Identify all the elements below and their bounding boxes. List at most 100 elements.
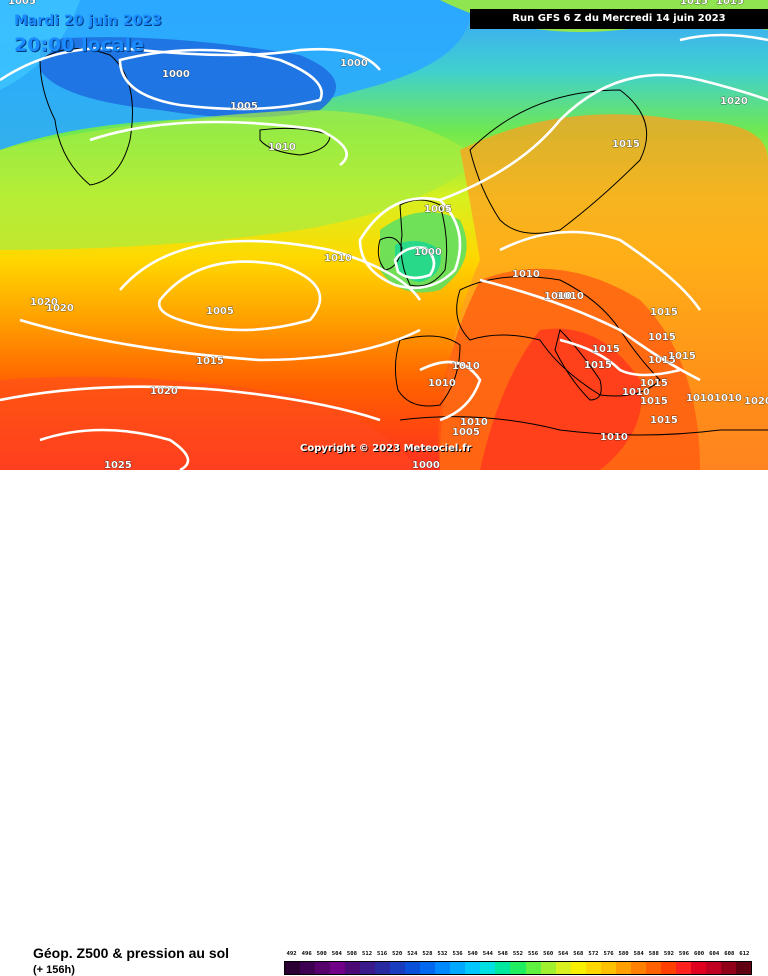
scale-swatch [615,962,631,974]
isobar-label: 1010 [452,361,480,372]
scale-value: 492 [286,951,297,957]
isobar-label: 1010 [428,378,456,389]
scale-value: 608 [724,951,735,957]
isobar-label: 1015 [592,344,620,355]
isobar-label: 1005 [206,306,234,317]
scale-swatch [540,962,556,974]
scale-swatch [465,962,481,974]
forecast-date: Mardi 20 juin 2023 [14,13,162,29]
scale-value: 536 [452,951,463,957]
isobar-label: 1005 [230,101,258,112]
isobar-label: 1010 [600,432,628,443]
isobar-label: 1010 [686,393,714,404]
isobar-1010-iberia [419,360,482,422]
scale-swatch [375,962,391,974]
isobar-1000-uk [393,246,436,280]
isobar-label: 1010 [556,291,584,302]
italy-coast [554,329,602,401]
scale-swatch [630,962,646,974]
isobar-1020-atlantic [0,385,381,422]
iberia-coast [394,335,461,407]
scale-value: 504 [331,951,342,957]
scale-swatch [300,962,316,974]
scale-value: 568 [573,951,584,957]
isobar-label: 1015 [196,356,224,367]
isobar-1010-atlantic [119,239,422,301]
isobar-label: 1015 [612,139,640,150]
scale-swatch [405,962,421,974]
color-scale-bar [284,961,752,975]
scale-swatch [720,962,736,974]
isobar-label: 1000 [162,69,190,80]
scale-value: 500 [316,951,327,957]
isobar-label: 1010 [268,142,296,153]
isobar-label: 1010 [460,417,488,428]
scale-swatch [705,962,721,974]
scale-value: 576 [603,951,614,957]
scale-swatch [555,962,571,974]
scale-swatch [345,962,361,974]
geopotential-map: 1005 1000 1000 1005 1010 1020 1015 1005 … [0,0,768,470]
legend-subtitle: (+ 156h) [33,964,75,976]
isobar-label: 1020 [150,386,178,397]
scale-value: 600 [694,951,705,957]
isobar-label: 1015 [640,378,668,389]
scale-swatch [420,962,436,974]
scale-value: 524 [407,951,418,957]
isobar-1005-uk [358,197,462,290]
scale-swatch [585,962,601,974]
isobar-label: 1005 [424,204,452,215]
legend-title: Géop. Z500 & pression au sol [33,945,230,961]
greenland-coast [39,48,133,186]
isobar-label: 1010 [544,291,572,302]
scale-swatch [450,962,466,974]
scale-value: 496 [301,951,312,957]
coastlines [39,48,768,436]
legend-footer: Géop. Z500 & pression au sol (+ 156h) 49… [0,470,768,976]
scale-value: 512 [361,951,373,957]
scale-swatch [675,962,691,974]
scale-value: 520 [392,951,403,957]
scale-swatch [435,962,451,974]
isobar-label: 1000 [412,460,440,470]
red-mediterranean [480,328,642,470]
isobar-1025-atlantic [39,428,190,470]
isobar-1015-ne [679,33,768,42]
scale-value: 516 [377,951,388,957]
isobar-1015-italy [559,338,681,377]
scale-value: 540 [467,951,478,957]
isobar-label: 1020 [46,303,74,314]
isobar-label: 1015 [716,0,744,7]
isobar-1005-north [0,46,382,82]
isobar-1010-europe [479,278,701,382]
north-africa-coast [399,416,768,436]
isobar-1005-atlantic [157,260,322,332]
scale-swatch [360,962,376,974]
scale-swatch [600,962,616,974]
scale-swatch [645,962,661,974]
scale-swatch [285,962,301,974]
model-run-banner: Run GFS 6 Z du Mercredi 14 juin 2023 [470,9,768,29]
scale-swatch [495,962,511,974]
scale-value: 544 [482,951,493,957]
isobar-label: 1020 [720,96,748,107]
isobar-label: 1025 [104,460,132,470]
red-atlantic-south [0,376,420,470]
isobar-1000-low [118,48,323,111]
isobar-label: 1020 [744,396,768,407]
isobar-lines [0,33,768,470]
isobar-1010-north [89,120,348,167]
isobar-label: 1005 [8,0,36,7]
isobar-label: 1015 [584,360,612,371]
europe-coast [456,276,661,397]
scale-value: 560 [543,951,554,957]
forecast-time: 20:00 locale [14,34,145,56]
isobar-1015-atlantic [19,318,421,362]
scale-value: 596 [678,951,690,957]
isobar-label: 1010 [324,253,352,264]
scale-swatch [735,962,751,974]
scale-swatch [330,962,346,974]
isobar-label: 1010 [512,269,540,280]
color-scale-labels: 492 496 500 504 508 512 516 520 524 528 532 536 540 5… [284,951,752,961]
